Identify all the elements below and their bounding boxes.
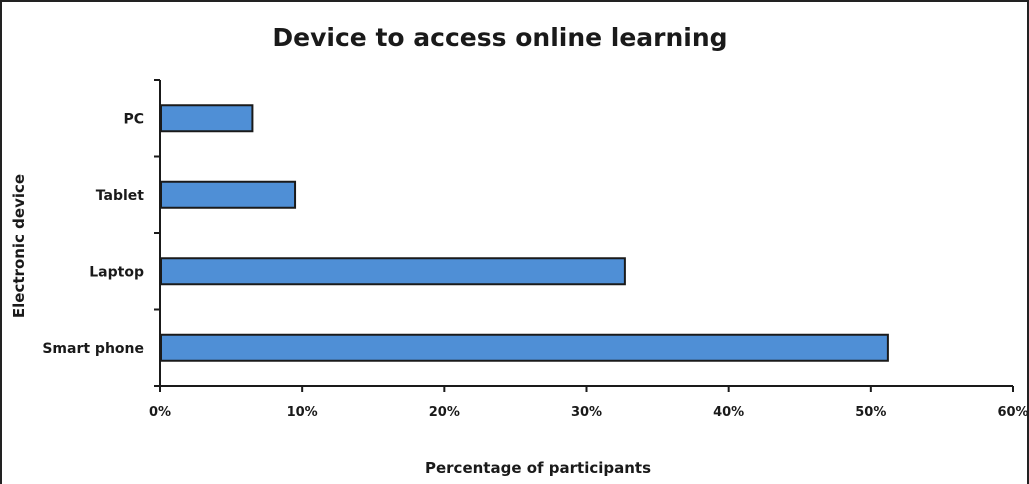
category-label: Laptop (89, 264, 144, 280)
x-tick-label: 40% (713, 405, 744, 420)
bar-laptop (160, 257, 626, 286)
category-label: Smart phone (42, 341, 144, 357)
category-label: PC (123, 111, 144, 127)
x-tick-label: 0% (149, 405, 171, 420)
x-tick-label: 10% (287, 405, 318, 420)
bar-tablet (160, 180, 297, 209)
bar-pc (160, 104, 254, 133)
category-label: Tablet (96, 188, 145, 204)
x-tick-label: 30% (571, 405, 602, 420)
x-tick-label: 60% (997, 405, 1028, 420)
bar-smart-phone (160, 333, 889, 362)
x-tick-label: 20% (429, 405, 460, 420)
y-axis-label: Electronic device (10, 174, 28, 318)
x-axis-label: Percentage of participants (425, 459, 651, 477)
plot-area: 0% 10% 20% 30% 40% 50% 60% PC Tablet Laptop Smart … (42, 79, 1029, 420)
x-tick-label: 50% (855, 405, 886, 420)
chart-title: Device to access online learning (272, 23, 727, 52)
